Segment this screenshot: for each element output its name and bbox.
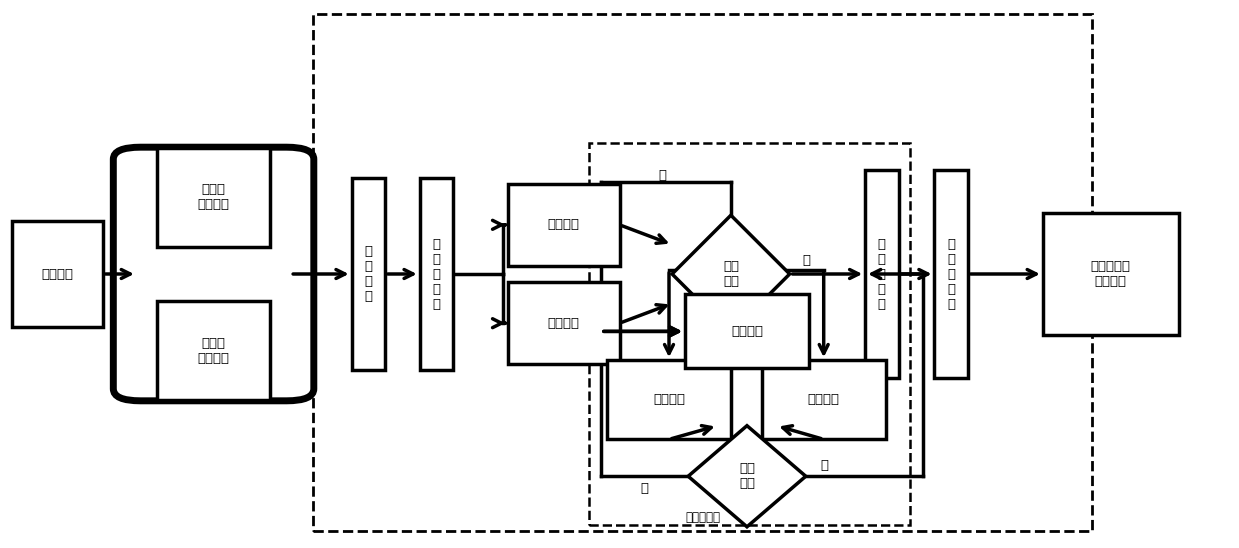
FancyBboxPatch shape <box>1043 213 1178 335</box>
Text: 采测数据: 采测数据 <box>42 267 73 281</box>
Text: 多尺度反演: 多尺度反演 <box>685 511 720 524</box>
Text: 电阻率
反演方程: 电阻率 反演方程 <box>197 184 229 212</box>
Text: 否: 否 <box>820 459 829 472</box>
FancyBboxPatch shape <box>508 184 620 266</box>
FancyBboxPatch shape <box>12 221 103 327</box>
FancyBboxPatch shape <box>156 301 270 399</box>
FancyBboxPatch shape <box>685 294 809 368</box>
Text: 小
波
域
反
演: 小 波 域 反 演 <box>878 237 886 311</box>
FancyBboxPatch shape <box>508 282 620 364</box>
Text: 是否
可分: 是否 可分 <box>738 463 755 490</box>
Text: 空间域
模型参数: 空间域 模型参数 <box>197 336 229 364</box>
Polygon shape <box>672 215 789 333</box>
Text: 近似系数: 近似系数 <box>548 218 580 231</box>
Text: 近似系数: 近似系数 <box>653 393 685 406</box>
Text: 逆
小
波
变
换: 逆 小 波 变 换 <box>947 237 955 311</box>
Text: 细节系数: 细节系数 <box>808 393 840 406</box>
FancyBboxPatch shape <box>607 360 731 439</box>
FancyBboxPatch shape <box>420 178 453 370</box>
FancyBboxPatch shape <box>865 170 898 378</box>
FancyBboxPatch shape <box>156 149 270 247</box>
Text: 是: 是 <box>641 482 648 495</box>
Text: 是否
可分: 是否 可分 <box>722 260 738 288</box>
Text: 是: 是 <box>659 169 667 182</box>
Polygon shape <box>688 426 805 527</box>
Text: 最优空间域
模型参数: 最优空间域 模型参数 <box>1090 260 1131 288</box>
Text: 细节系数: 细节系数 <box>548 317 580 330</box>
Text: 小波变换: 小波变换 <box>731 325 763 338</box>
FancyBboxPatch shape <box>352 178 385 370</box>
FancyBboxPatch shape <box>762 360 886 439</box>
Text: 否: 否 <box>802 254 810 267</box>
FancyBboxPatch shape <box>934 170 968 378</box>
FancyBboxPatch shape <box>113 147 313 401</box>
Text: 小
波
变
换: 小 波 变 换 <box>364 245 372 303</box>
Text: 小
波
域
系
数: 小 波 域 系 数 <box>432 237 440 311</box>
